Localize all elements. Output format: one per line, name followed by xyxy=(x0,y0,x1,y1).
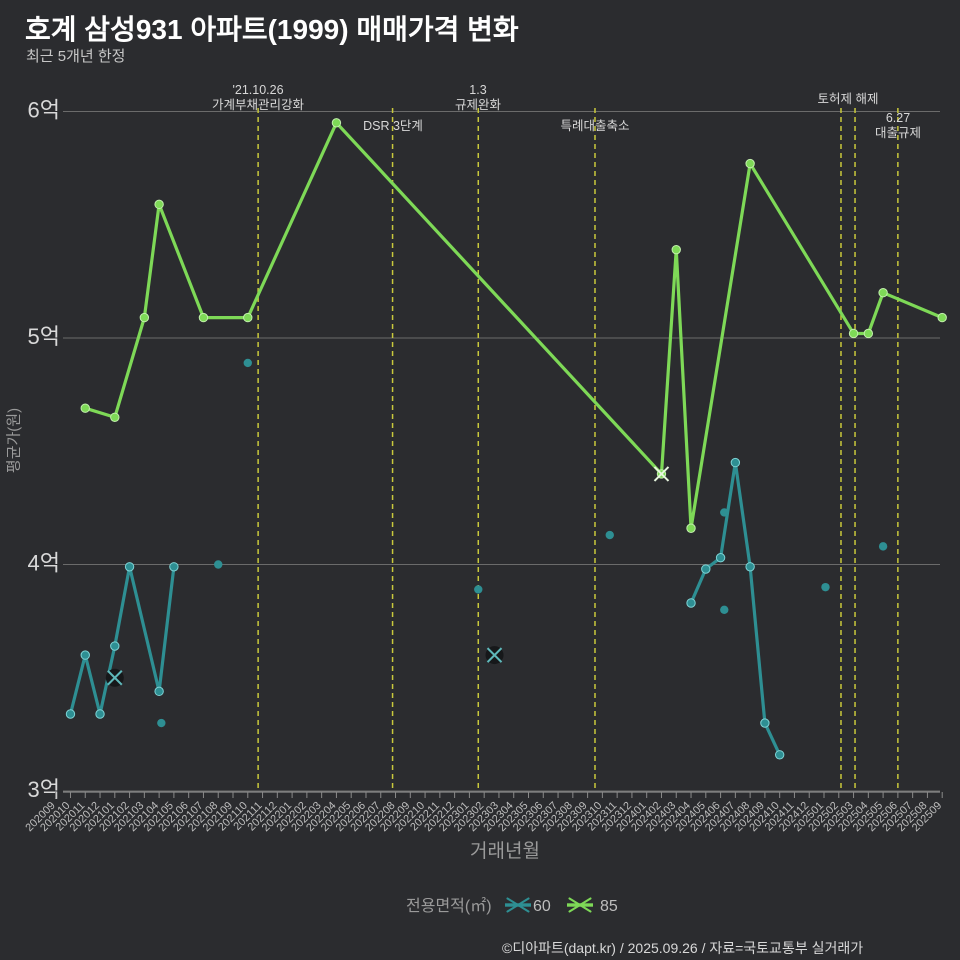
svg-text:60: 60 xyxy=(533,898,551,915)
svg-text:85: 85 xyxy=(600,898,618,915)
svg-text:전용면적(㎡): 전용면적(㎡) xyxy=(406,897,492,915)
